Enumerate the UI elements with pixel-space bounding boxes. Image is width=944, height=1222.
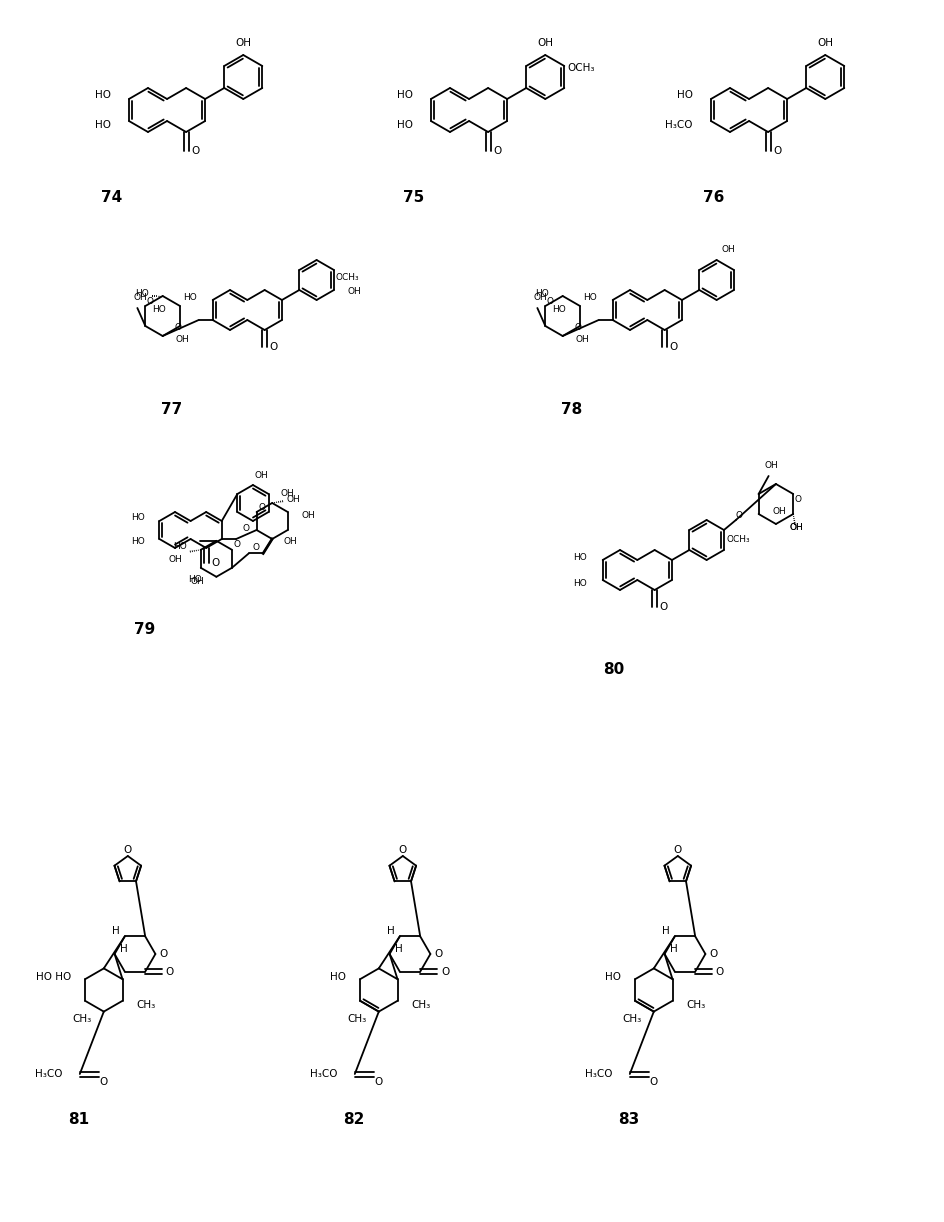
Text: OH: OH <box>175 336 189 345</box>
Text: OH: OH <box>537 38 552 48</box>
Text: 79: 79 <box>134 622 155 637</box>
Text: OH: OH <box>168 556 181 565</box>
Text: O: O <box>668 342 677 352</box>
Text: HO: HO <box>329 973 346 982</box>
Text: OH: OH <box>789 523 802 532</box>
Text: H₃CO: H₃CO <box>665 120 692 130</box>
Text: OH: OH <box>533 293 547 303</box>
Text: OH: OH <box>283 538 297 546</box>
Text: HO: HO <box>94 90 110 100</box>
Text: O: O <box>398 844 407 855</box>
Text: HO: HO <box>534 290 548 298</box>
Text: 78: 78 <box>560 402 582 418</box>
Text: OH: OH <box>764 462 778 470</box>
Text: CH₃: CH₃ <box>347 1014 366 1024</box>
Text: O: O <box>191 145 199 155</box>
Text: HO: HO <box>130 538 144 546</box>
Text: O: O <box>673 844 682 855</box>
Text: HO: HO <box>604 973 620 982</box>
Text: O: O <box>243 524 249 533</box>
Text: OCH₃: OCH₃ <box>566 64 594 73</box>
Text: OH: OH <box>301 511 315 519</box>
Text: 81: 81 <box>68 1112 89 1128</box>
Text: O: O <box>252 543 260 552</box>
Text: H: H <box>395 945 402 954</box>
Text: O: O <box>734 511 742 519</box>
Text: O: O <box>649 1077 657 1088</box>
Text: O: O <box>574 324 581 332</box>
Text: H: H <box>112 926 120 936</box>
Text: HO: HO <box>152 306 166 314</box>
Text: HO: HO <box>396 120 413 130</box>
Text: 75: 75 <box>402 191 424 205</box>
Text: HO: HO <box>94 120 110 130</box>
Text: O: O <box>99 1077 108 1088</box>
Text: 77: 77 <box>160 402 182 418</box>
Text: O: O <box>124 844 132 855</box>
Text: H₃CO: H₃CO <box>310 1069 337 1079</box>
Text: 74: 74 <box>101 191 122 205</box>
Text: O: O <box>174 324 181 332</box>
Text: 82: 82 <box>343 1112 363 1128</box>
Text: O: O <box>709 949 716 959</box>
Text: H: H <box>669 945 677 954</box>
Text: HO: HO <box>676 90 692 100</box>
Text: HO: HO <box>183 292 196 302</box>
Text: OH: OH <box>280 490 294 499</box>
Text: OH: OH <box>191 577 205 587</box>
Text: CH₃: CH₃ <box>685 1000 705 1009</box>
Text: OH: OH <box>255 470 268 479</box>
Text: HO: HO <box>572 552 586 561</box>
Text: 83: 83 <box>617 1112 638 1128</box>
Text: OH: OH <box>347 287 362 297</box>
Text: HO HO: HO HO <box>36 973 71 982</box>
Text: O: O <box>160 949 167 959</box>
Text: HO: HO <box>396 90 413 100</box>
Text: HO: HO <box>551 306 565 314</box>
Text: OH: OH <box>817 38 833 48</box>
Text: O: O <box>434 949 442 959</box>
Text: H: H <box>120 945 127 954</box>
Text: OH: OH <box>133 293 147 303</box>
Text: O: O <box>269 342 278 352</box>
Text: O: O <box>146 297 154 306</box>
Text: CH₃: CH₃ <box>411 1000 430 1009</box>
Text: H: H <box>387 926 395 936</box>
Text: HO: HO <box>130 513 144 523</box>
Text: OH: OH <box>286 495 299 505</box>
Text: OCH₃: OCH₃ <box>335 274 359 282</box>
Text: H₃CO: H₃CO <box>35 1069 62 1079</box>
Text: O: O <box>716 967 723 976</box>
Text: O: O <box>374 1077 382 1088</box>
Text: O: O <box>659 602 667 612</box>
Text: O: O <box>441 967 448 976</box>
Text: CH₃: CH₃ <box>136 1000 156 1009</box>
Text: O: O <box>233 540 240 550</box>
Text: OH: OH <box>721 246 734 254</box>
Text: CH₃: CH₃ <box>622 1014 641 1024</box>
Text: OH: OH <box>772 506 785 516</box>
Text: O: O <box>794 495 801 503</box>
Text: HO: HO <box>173 543 187 551</box>
Text: 80: 80 <box>602 662 623 677</box>
Text: O: O <box>211 558 219 568</box>
Text: O: O <box>547 297 553 306</box>
Text: 76: 76 <box>702 191 723 205</box>
Text: HO: HO <box>135 290 148 298</box>
Text: O: O <box>166 967 174 976</box>
Text: OH: OH <box>235 38 251 48</box>
Text: H: H <box>662 926 669 936</box>
Text: O: O <box>772 145 781 155</box>
Text: HO: HO <box>189 576 202 584</box>
Text: OH: OH <box>788 523 802 533</box>
Text: O: O <box>258 502 265 512</box>
Text: HO: HO <box>582 292 596 302</box>
Text: O: O <box>493 145 500 155</box>
Text: OH: OH <box>575 336 588 345</box>
Text: OCH₃: OCH₃ <box>726 535 750 545</box>
Text: HO: HO <box>572 578 586 588</box>
Text: CH₃: CH₃ <box>73 1014 92 1024</box>
Text: H₃CO: H₃CO <box>584 1069 612 1079</box>
